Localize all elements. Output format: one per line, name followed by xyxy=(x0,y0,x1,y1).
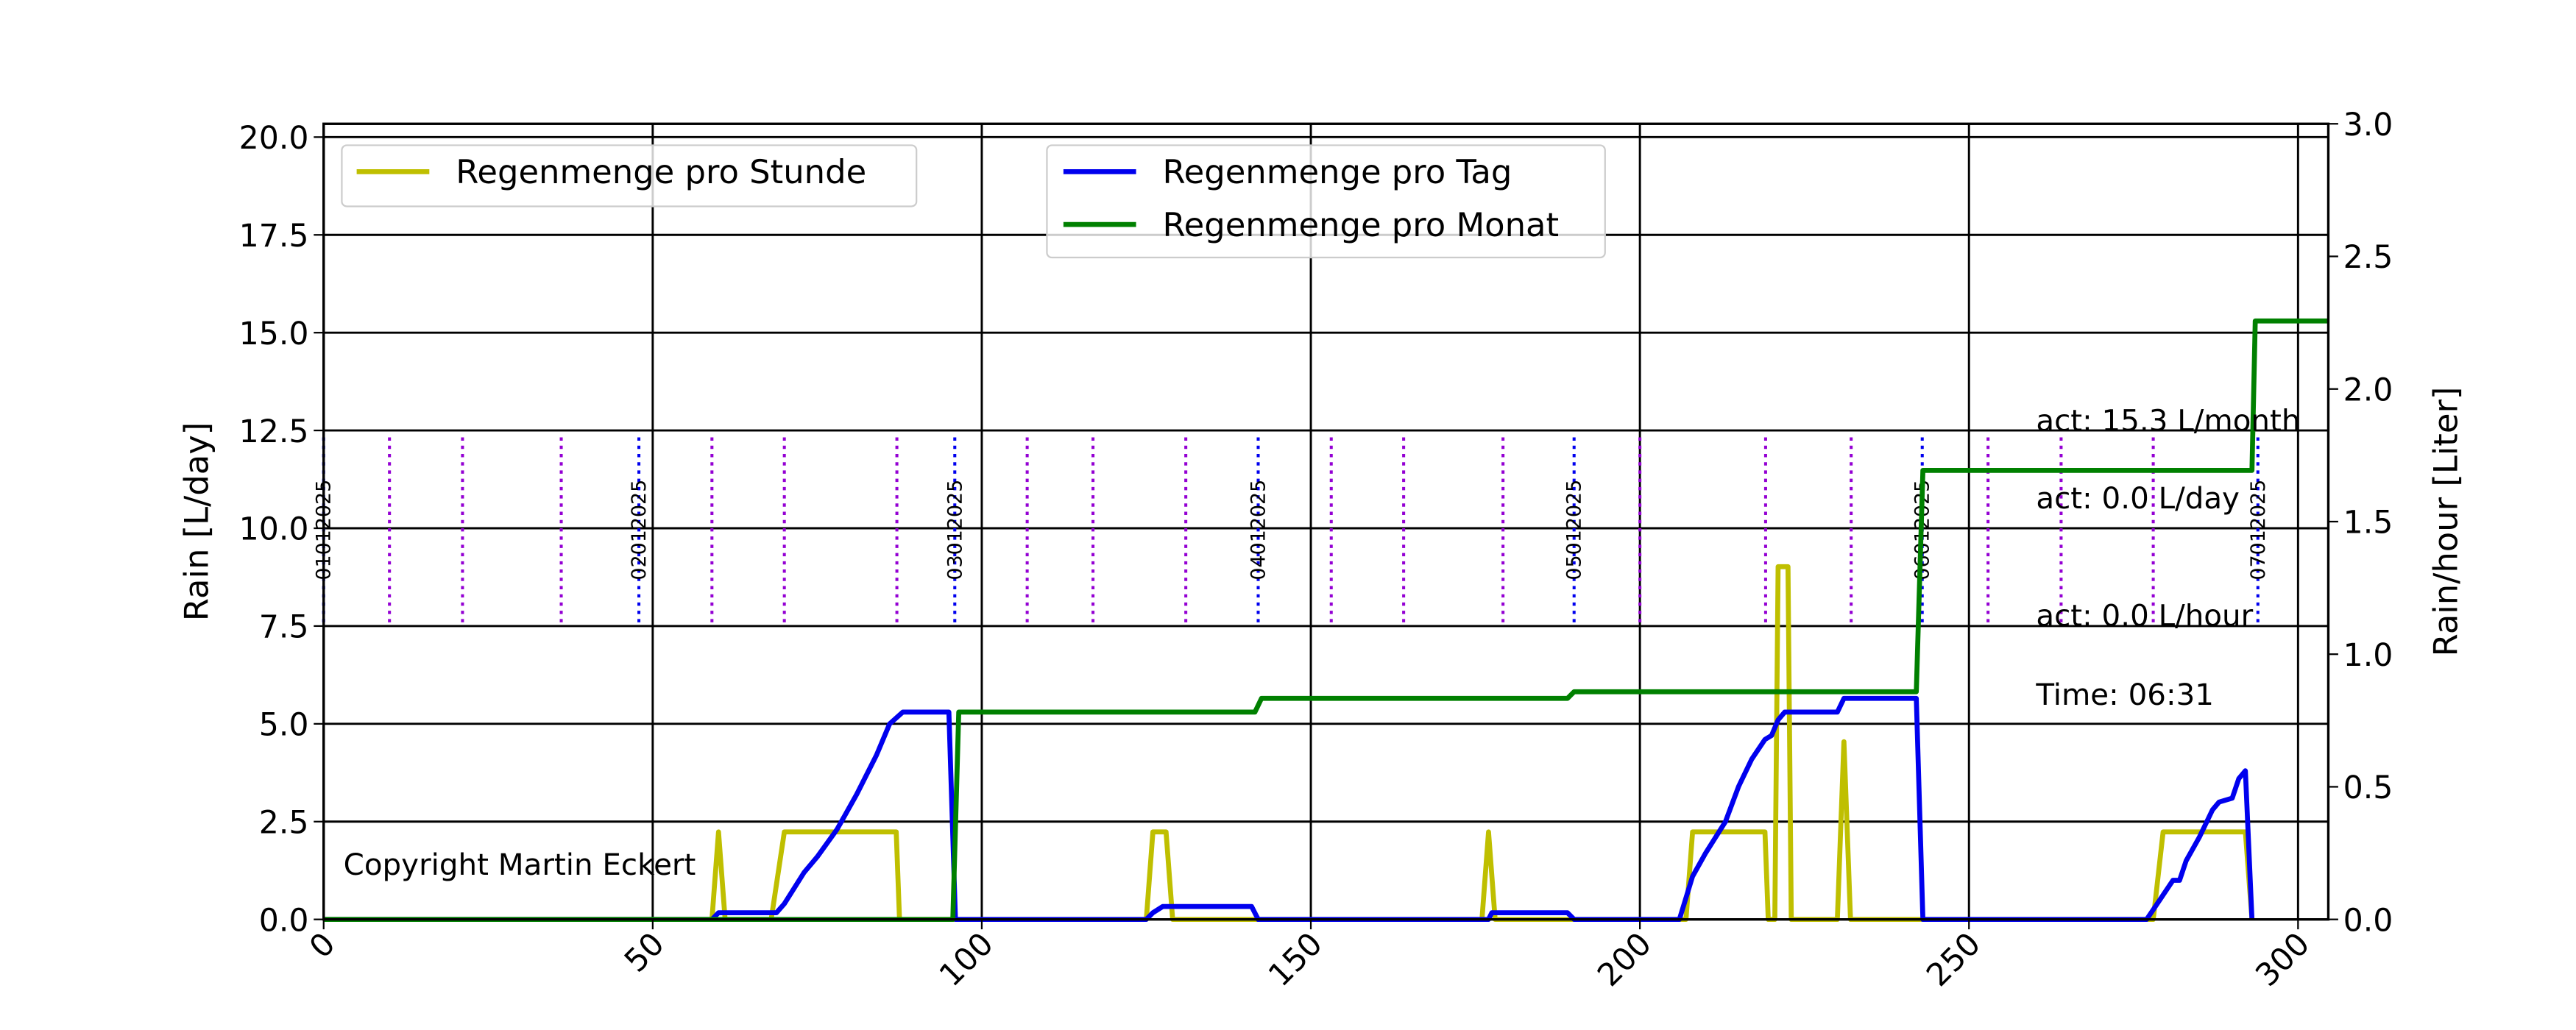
y2-tick-label: 2.0 xyxy=(2343,372,2393,408)
y-tick-label: 10.0 xyxy=(239,511,309,548)
y2-tick-label: 1.0 xyxy=(2343,637,2393,674)
y2-axis-label: Rain/hour [Liter] xyxy=(2426,387,2465,657)
legend-box xyxy=(341,144,918,207)
annotation: act: 0.0 L/hour xyxy=(2036,598,2253,633)
y-tick-label: 7.5 xyxy=(259,609,309,646)
annotation: act: 15.3 L/month xyxy=(2036,404,2300,438)
y2-tick-label: 0.5 xyxy=(2343,770,2393,806)
y-tick-label: 2.5 xyxy=(259,804,309,841)
legend: Regenmenge pro Tag Regenmenge pro Monat xyxy=(1046,144,1606,259)
y2-tick-label: 2.5 xyxy=(2343,239,2393,276)
day-marker-label: 03012025 xyxy=(944,480,966,580)
markers: 01012025 02012025 03012025 04012025 05012025… xyxy=(313,437,2270,622)
y-axis-label: Rain [L/day] xyxy=(177,422,216,621)
annotation: act: 0.0 L/day xyxy=(2036,481,2240,516)
legend: Regenmenge pro Stunde xyxy=(341,144,918,207)
y2-tick-label: 0.0 xyxy=(2343,902,2393,939)
day-marker-label: 02012025 xyxy=(628,480,651,580)
day-marker-label: 05012025 xyxy=(1563,480,1586,580)
series-line xyxy=(323,318,2329,923)
annotation: Time: 06:31 xyxy=(2035,678,2214,712)
y-tick-label: 5.0 xyxy=(259,707,309,744)
day-marker-label: 07012025 xyxy=(2247,480,2270,580)
y-tick-label: 0.0 xyxy=(259,902,309,939)
y-tick-label: 17.5 xyxy=(239,218,309,255)
y2-tick-label: 1.5 xyxy=(2343,505,2393,541)
series-line xyxy=(323,695,2255,923)
y-tick-label: 15.0 xyxy=(239,316,309,352)
legend-label: Regenmenge pro Monat xyxy=(1162,205,1559,244)
copyright: Copyright Martin Eckert xyxy=(344,848,696,882)
legend-label: Regenmenge pro Stunde xyxy=(456,152,866,191)
y2-tick-label: 3.0 xyxy=(2343,107,2393,143)
day-marker-label: 04012025 xyxy=(1247,480,1270,580)
legend-label: Regenmenge pro Tag xyxy=(1162,152,1512,191)
y-tick-label: 20.0 xyxy=(239,120,309,157)
legend-box xyxy=(1046,144,1606,259)
y-tick-label: 12.5 xyxy=(239,413,309,450)
